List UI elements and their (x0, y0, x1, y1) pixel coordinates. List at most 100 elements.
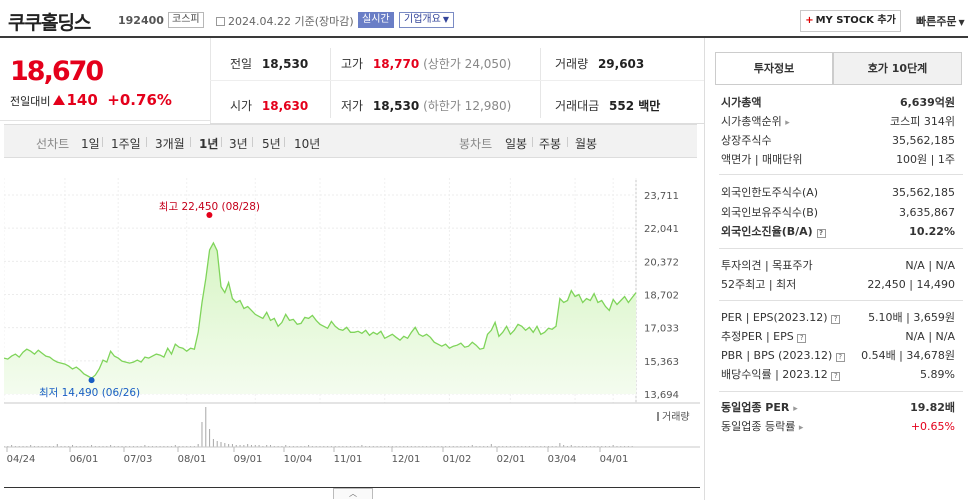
date-info: 2024.04.22 기준(장마감) (216, 13, 354, 29)
stock-header: 쿠쿠홀딩스 192400 코스피 2024.04.22 기준(장마감) 실시간 … (0, 0, 968, 38)
info-tabs: 투자정보 호가 10단계 (715, 52, 962, 85)
foreign-hold-value: 3,635,867 (899, 206, 955, 219)
quick-order-button[interactable]: 빠른주문 ▼ (916, 13, 965, 29)
company-info-button[interactable]: 기업개요 ▼ (399, 12, 454, 28)
divider (210, 123, 704, 124)
info-icon[interactable]: ? (835, 353, 845, 362)
market-cap-rank-label[interactable]: 시가총액순위 ▸ (721, 113, 790, 132)
upper-limit: (상한가 24,050) (423, 57, 512, 71)
volume-legend-label: 거래량 (662, 411, 690, 423)
volume-legend-icon (657, 412, 659, 421)
industry-per-label[interactable]: 동일업종 PER ▸ (721, 399, 798, 418)
period-1y[interactable]: 1년 (199, 137, 219, 151)
per-label: PER | EPS(2023.12) ? (721, 309, 841, 326)
up-triangle-icon (53, 95, 66, 105)
volume-value: 29,603 (597, 57, 645, 71)
industry-rate-label[interactable]: 동일업종 등락률 ▸ (721, 418, 803, 437)
y-tick-label: 15,363 (644, 357, 679, 368)
realtime-button[interactable]: 실시간 (358, 12, 394, 28)
est-per-row: 추정PER | EPS ? N/A | N/A (719, 328, 963, 345)
chart-period-bar: 선차트 1일 1주일 3개월 1년 3년 5년 10년 봉차트 일봉 주봉 월봉 (4, 124, 697, 158)
prev-close-label: 전일 (230, 57, 253, 71)
divider (719, 391, 963, 392)
candle-chart-label: 봉차트 (459, 137, 493, 151)
market-badge: 코스피 (168, 12, 204, 28)
week52-label: 52주최고 | 최저 (721, 278, 797, 291)
divider (715, 84, 962, 85)
chevron-right-icon: ▸ (798, 423, 804, 433)
opinion-label: 투자의견 | 목표주가 (721, 259, 813, 272)
divider (532, 137, 533, 147)
period-1d[interactable]: 1일 (81, 137, 100, 151)
candle-weekly[interactable]: 주봉 (539, 137, 562, 151)
y-tick-label: 13,694 (644, 390, 679, 401)
change-value: 140 (66, 91, 98, 109)
tab-invest-info[interactable]: 투자정보 (715, 52, 833, 85)
candle-daily[interactable]: 일봉 (505, 137, 528, 151)
dividend-row: 배당수익률 | 2023.12 ? 5.89% (719, 366, 963, 383)
high-value: 18,770 (372, 57, 420, 71)
mystock-label: MY STOCK 추가 (815, 15, 896, 26)
divider (102, 137, 103, 147)
volume: 거래량 29,603 (555, 55, 644, 72)
tab-hoga-10[interactable]: 호가 10단계 (833, 52, 962, 85)
date-text: 2024.04.22 기준(장마감) (228, 15, 354, 28)
period-3y[interactable]: 3년 (229, 137, 248, 151)
industry-rate-row: 동일업종 등락률 ▸ +0.65% (719, 418, 963, 435)
x-tick-label: 06/01 (70, 454, 99, 465)
expand-chart-button[interactable]: ︿ (333, 488, 373, 499)
volume-label: 거래량 (555, 57, 589, 71)
divider (284, 137, 285, 147)
pbr-text: PBR | BPS (2023.12) (721, 349, 833, 362)
opinion-value: N/A | N/A (905, 259, 955, 272)
divider (540, 48, 541, 118)
add-mystock-button[interactable]: + MY STOCK 추가 (800, 10, 901, 32)
open-price: 시가 18,630 (230, 97, 308, 114)
x-tick-label: 09/01 (234, 454, 263, 465)
period-3m[interactable]: 3개월 (155, 137, 185, 151)
info-icon[interactable]: ? (797, 334, 807, 343)
period-1w[interactable]: 1주일 (111, 137, 141, 151)
dividend-label: 배당수익률 | 2023.12 ? (721, 366, 841, 383)
y-tick-label: 18,702 (644, 291, 679, 302)
change-label: 전일대비 (10, 95, 51, 108)
info-icon[interactable]: ? (831, 315, 841, 324)
chevron-down-icon: ▼ (442, 15, 449, 24)
high-annotation: 최고 22,450 (08/28) (159, 201, 260, 213)
prev-close-value: 18,530 (261, 57, 309, 71)
candle-monthly[interactable]: 월봉 (575, 137, 598, 151)
stock-name: 쿠쿠홀딩스 (8, 12, 91, 34)
open-label: 시가 (230, 99, 253, 113)
market-cap-value: 6,639억원 (899, 96, 955, 109)
divider (719, 248, 963, 249)
divider (330, 48, 331, 118)
period-5y[interactable]: 5년 (262, 137, 281, 151)
info-icon[interactable]: ? (831, 372, 841, 381)
price-summary: 18,670 전일대비 140 +0.76% (0, 38, 210, 121)
x-tick-label: 03/04 (548, 454, 577, 465)
info-icon[interactable]: ? (816, 229, 826, 238)
price-chart[interactable]: 23,711 22,041 20,372 18,702 17,033 15,363 13,6… (4, 158, 700, 488)
foreign-ratio-text: 외국인소진율(B/A) (721, 225, 813, 238)
x-tick-label: 12/01 (392, 454, 421, 465)
company-info-label: 기업개요 (404, 14, 441, 25)
stock-code: 192400 (118, 14, 164, 27)
dividend-text: 배당수익률 | 2023.12 (721, 368, 828, 381)
prev-close: 전일 18,530 (230, 55, 308, 72)
par-row: 액면가 | 매매단위 100원 | 1주 (719, 151, 963, 168)
foreign-limit-row: 외국인한도주식수(A) 35,562,185 (719, 184, 963, 201)
chevron-right-icon: ▸ (793, 404, 798, 414)
period-10y[interactable]: 10년 (294, 137, 321, 151)
chart-bottom-border (4, 487, 700, 488)
low-value: 18,530 (372, 99, 420, 113)
est-per-text: 추정PER | EPS (721, 330, 794, 343)
foreign-limit-label: 외국인한도주식수(A) (721, 186, 819, 199)
change-percent: +0.76% (107, 91, 172, 109)
divider (252, 137, 253, 147)
calendar-icon (216, 17, 225, 26)
x-tick-label: 07/03 (124, 454, 153, 465)
foreign-hold-label: 외국인보유주식수(B) (721, 206, 819, 219)
pbr-label: PBR | BPS (2023.12) ? (721, 347, 845, 364)
low-point-marker (88, 377, 95, 384)
shares-value: 35,562,185 (892, 134, 955, 147)
